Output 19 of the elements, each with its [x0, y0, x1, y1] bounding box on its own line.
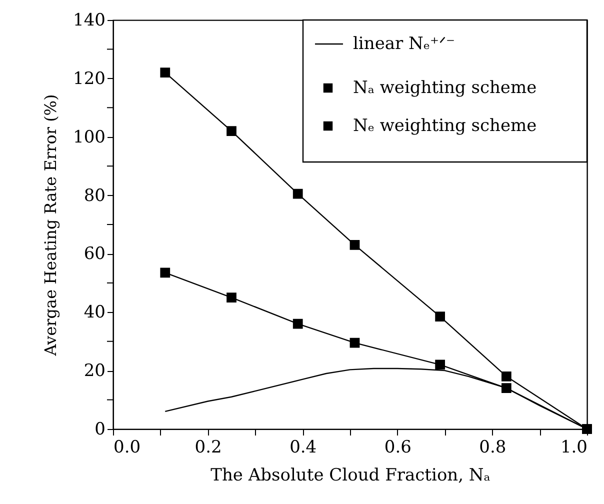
y-tick-label: 0	[94, 420, 106, 440]
y-tick-label: 40	[84, 302, 106, 323]
x-tick-label: 1.0	[560, 438, 588, 458]
legend-label: linear Nₑ⁺ᐟ⁻	[353, 34, 455, 54]
y-tick-label: 20	[84, 361, 106, 382]
x-axis-title: The Absolute Cloud Fraction, Nₐ	[210, 466, 491, 486]
y-tick-label: 60	[84, 244, 106, 264]
y-tick-label: 100	[73, 127, 106, 148]
y-tick-label: 80	[84, 186, 106, 206]
x-tick-label: 0.8	[479, 438, 506, 458]
y-axis-title: Avergae Heating Rate Error (%)	[41, 94, 60, 357]
y-tick-label: 140	[73, 10, 106, 30]
x-tick-label: 0.6	[384, 438, 412, 458]
legend-label: Nₑ weighting scheme	[353, 116, 537, 136]
x-tick-label: 0.2	[194, 438, 222, 458]
y-tick-label: 120	[73, 68, 106, 89]
x-tick-label: 0.0	[114, 438, 141, 458]
x-tick-label: 0.4	[290, 438, 317, 458]
legend-label: Nₐ weighting scheme	[353, 78, 537, 98]
